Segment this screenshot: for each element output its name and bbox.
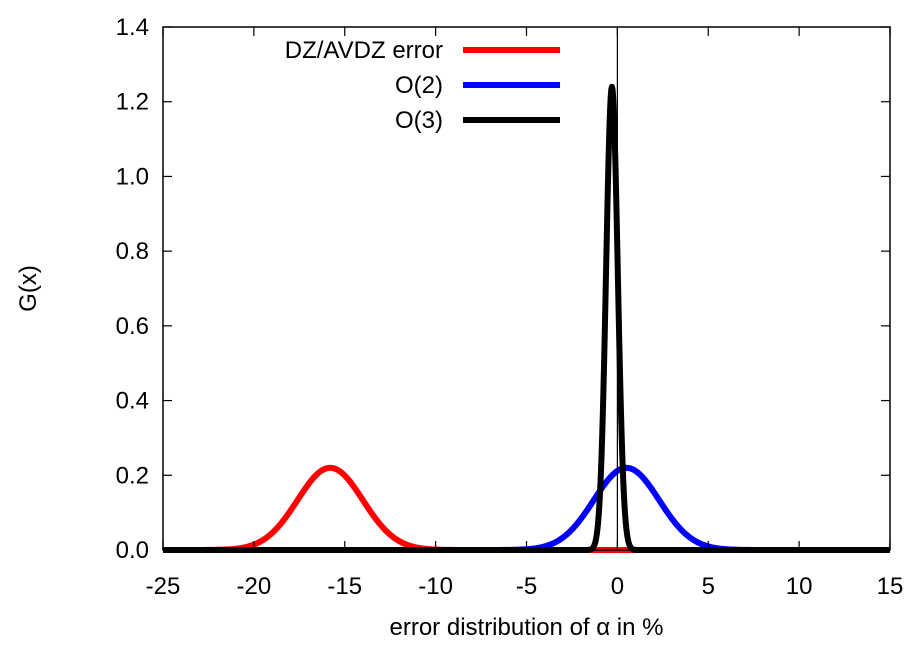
x-axis-title: error distribution of α in % [390,614,664,641]
y-tick-label: 0.2 [116,462,149,489]
x-tick-label: 5 [702,573,715,600]
y-tick-label: 1.2 [116,89,149,116]
legend-label-0: DZ/AVDZ error [285,37,443,64]
series-line-2 [160,83,893,553]
y-tick-label: 0.0 [116,537,149,564]
x-tick-label: -10 [418,573,453,600]
series-line-0 [160,464,893,553]
legend: DZ/AVDZ error O(2) O(3) [285,37,560,134]
y-axis: 0.0 0.2 0.4 0.6 0.8 1.0 1.2 1.4 [116,14,890,564]
plot-frame [162,26,891,551]
y-tick-label: 1.4 [116,14,149,41]
x-axis: -25 -20 -15 -10 -5 0 5 10 15 [146,27,904,600]
y-tick-label: 0.4 [116,388,149,415]
y-tick-label: 0.6 [116,313,149,340]
x-tick-label: 10 [786,573,813,600]
legend-label-2: O(3) [395,107,443,134]
x-tick-label: -25 [146,573,181,600]
series-line-1 [160,464,893,553]
x-tick-label: -5 [516,573,537,600]
y-axis-title: G(x) [15,265,42,312]
x-tick-label: 15 [877,573,904,600]
x-tick-label: -15 [327,573,362,600]
legend-label-1: O(2) [395,72,443,99]
y-tick-label: 0.8 [116,238,149,265]
series-curves [160,83,893,553]
x-tick-label: -20 [237,573,272,600]
x-tick-label: 0 [611,573,624,600]
y-tick-label: 1.0 [116,163,149,190]
